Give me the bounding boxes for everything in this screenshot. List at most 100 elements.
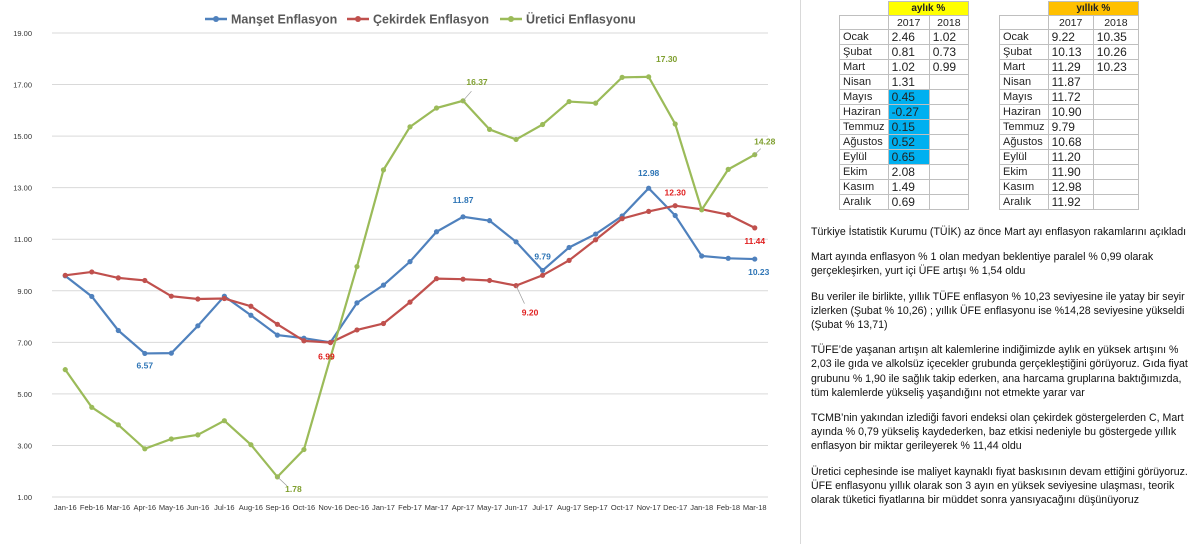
value-2018-cell — [1092, 119, 1140, 135]
table-row: Kasım 1.49 — [839, 179, 970, 195]
table-row: Aralık 11.92 — [999, 194, 1140, 210]
data-point — [115, 327, 121, 334]
x-tick-label: Feb-18 — [716, 503, 740, 512]
value-2017-cell: 11.72 — [1047, 89, 1094, 105]
value-2018-cell — [928, 194, 970, 210]
data-point — [62, 367, 68, 373]
legend-label: Çekirdek Enflasyon — [373, 13, 489, 27]
x-tick-label: Jan-17 — [372, 503, 395, 512]
value-2017-cell: 10.13 — [1047, 44, 1094, 60]
month-cell: Temmuz — [839, 119, 889, 135]
data-label: 16.37 — [466, 77, 488, 87]
value-2017-cell: 0.81 — [887, 44, 930, 60]
value-2018-cell: 10.23 — [1092, 59, 1140, 75]
x-tick-label: Sep-17 — [584, 503, 608, 512]
month-cell: Mayıs — [999, 89, 1049, 105]
y-tick-label: 1.00 — [17, 493, 32, 502]
month-cell: Eylül — [839, 149, 889, 165]
table-row: Mart 11.29 10.23 — [999, 59, 1140, 75]
data-point — [380, 167, 387, 173]
data-point — [619, 216, 625, 222]
value-2018-cell: 0.99 — [928, 59, 970, 75]
series-line — [65, 204, 756, 344]
data-point — [62, 272, 68, 278]
month-cell: Nisan — [839, 74, 889, 90]
month-cell: Aralık — [999, 194, 1049, 210]
month-cell: Şubat — [839, 44, 889, 60]
data-point — [168, 293, 174, 299]
data-point — [539, 267, 546, 274]
data-point — [672, 203, 678, 209]
x-tick-label: Jan-18 — [690, 503, 713, 512]
data-point — [672, 212, 678, 219]
table-row: Şubat 10.13 10.26 — [999, 44, 1140, 60]
x-tick-label: Jul-16 — [214, 503, 234, 512]
data-point — [433, 105, 440, 111]
x-tick-label: Sep-16 — [265, 503, 289, 512]
x-tick-label: Aug-16 — [239, 503, 263, 512]
table-row: Haziran 10.90 — [999, 104, 1140, 120]
table-row: Nisan 11.87 — [999, 74, 1140, 90]
table-row: Ağustos 10.68 — [999, 134, 1140, 150]
data-label-leader — [515, 285, 525, 304]
data-point — [699, 207, 705, 213]
commentary-paragraph: Türkiye İstatistik Kurumu (TÜİK) az önce… — [811, 226, 1187, 238]
data-point — [380, 282, 387, 288]
data-point — [486, 218, 493, 224]
value-2017-cell: -0.27 — [887, 104, 930, 120]
legend-swatch-marker — [355, 16, 361, 22]
month-cell: Şubat — [999, 44, 1049, 60]
month-cell: Ocak — [999, 29, 1049, 45]
legend-label: Manşet Enflasyon — [231, 13, 337, 27]
table-row: Mart 1.02 0.99 — [839, 59, 970, 75]
value-2018-cell — [928, 89, 970, 105]
data-point — [248, 442, 254, 448]
data-label-leader — [754, 148, 761, 155]
data-point — [725, 166, 731, 172]
table-title: yıllık % — [1047, 1, 1140, 16]
value-2017-cell: 0.65 — [887, 149, 930, 165]
data-point — [752, 225, 758, 231]
data-point — [115, 275, 121, 281]
data-label: 14.28 — [754, 137, 776, 147]
legend-swatch-marker — [508, 16, 514, 22]
data-point — [566, 244, 572, 251]
commentary-paragraph: TCMB’nin yakından izlediği favori endeks… — [811, 412, 1184, 453]
month-cell: Mart — [999, 59, 1049, 75]
month-cell: Ekim — [999, 164, 1049, 180]
table-row: Ocak 2.46 1.02 — [839, 29, 970, 45]
data-point — [89, 293, 95, 300]
x-tick-label: Jun-16 — [186, 503, 209, 512]
month-cell: Haziran — [999, 104, 1049, 120]
data-point — [407, 299, 413, 305]
blank-cell — [1000, 2, 1049, 16]
table-row: Mayıs 0.45 — [839, 89, 970, 105]
data-point — [407, 124, 413, 130]
value-2017-cell: 10.68 — [1047, 134, 1094, 150]
value-2018-cell — [928, 164, 970, 180]
commentary-text: Türkiye İstatistik Kurumu (TÜİK) az önce… — [811, 225, 1193, 518]
value-2018-cell: 0.73 — [928, 44, 970, 60]
y-tick-label: 5.00 — [17, 390, 32, 399]
data-point — [513, 136, 519, 143]
x-tick-label: Apr-16 — [134, 503, 157, 512]
data-label: 17.30 — [656, 54, 678, 64]
monthly-inflation-table: aylık % 2017 2018 Ocak 2.46 1.02 Şubat 0.81 0.73… — [839, 1, 970, 210]
x-tick-label: Dec-17 — [663, 503, 687, 512]
data-point — [301, 446, 307, 453]
data-point — [380, 320, 387, 327]
data-point — [433, 229, 440, 235]
y-tick-label: 13.00 — [13, 184, 32, 193]
value-2017-cell: 1.49 — [887, 179, 930, 195]
value-2017-cell: 0.15 — [887, 119, 930, 135]
data-point — [221, 418, 227, 424]
value-2018-cell: 10.35 — [1092, 29, 1140, 45]
x-tick-label: Apr-17 — [452, 503, 475, 512]
data-label: 6.57 — [137, 360, 154, 370]
month-cell: Mart — [839, 59, 889, 75]
series-line — [64, 75, 756, 479]
data-point — [566, 98, 572, 105]
table-row: Eylül 11.20 — [999, 149, 1140, 165]
data-point — [274, 332, 281, 338]
data-point — [195, 296, 201, 302]
